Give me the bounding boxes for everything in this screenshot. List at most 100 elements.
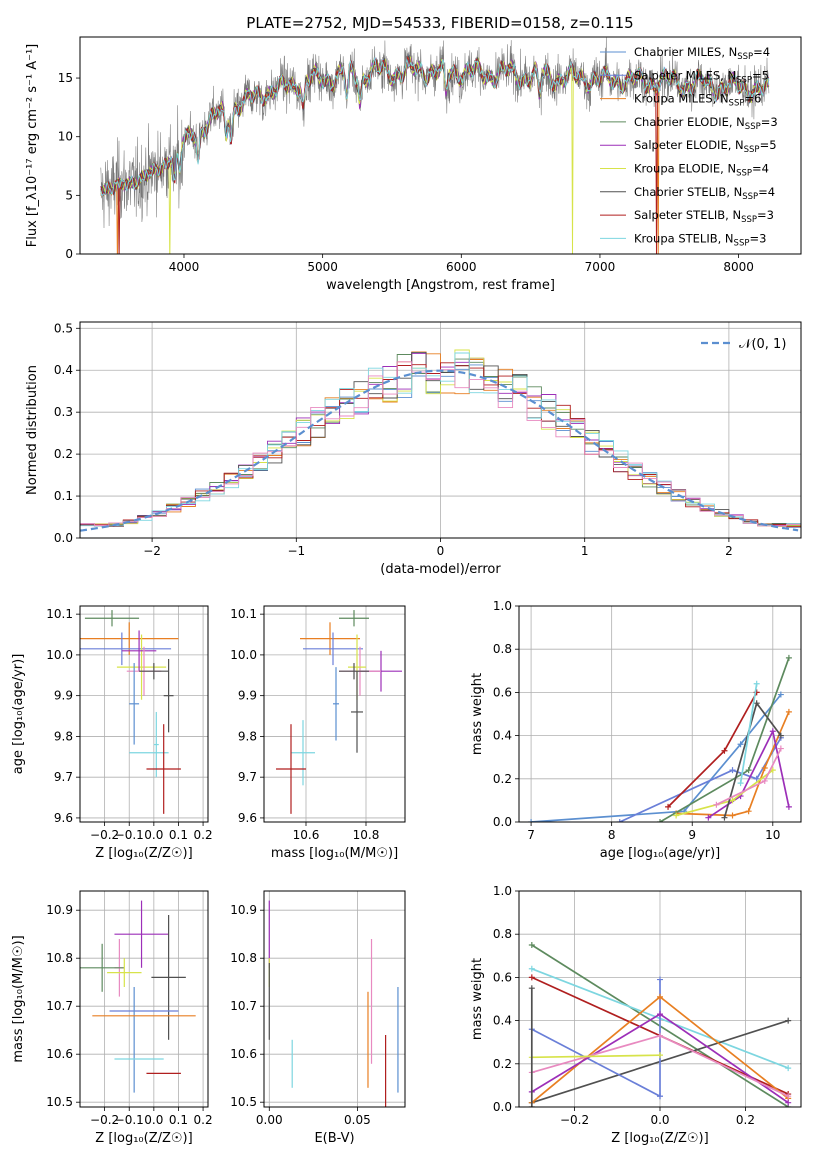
y-tick-label: 0.3 bbox=[54, 405, 73, 419]
y-tick-label: 0.0 bbox=[54, 531, 73, 545]
mass-weight-marker bbox=[657, 976, 663, 983]
mass-weight-marker bbox=[528, 942, 535, 948]
y-tick-label: 5 bbox=[65, 188, 73, 202]
x-tick-label: 0 bbox=[437, 544, 445, 558]
mass-weight-marker bbox=[528, 1104, 535, 1107]
mass-weight-marker bbox=[528, 965, 535, 972]
y-tick-label: 9.9 bbox=[54, 689, 73, 703]
grid-lines bbox=[80, 891, 208, 1107]
x-axis-label: mass [log₁₀(M/M☉)] bbox=[271, 846, 398, 861]
spectrum-panel: 4000 5000 6000 7000 8000 0 5 10 15 wavelength [An… bbox=[25, 36, 802, 293]
plot-area bbox=[100, 37, 770, 254]
y-tick-label: 0.2 bbox=[54, 447, 73, 461]
y-tick-label: 10.6 bbox=[230, 1047, 257, 1061]
normal-curve-line bbox=[80, 369, 799, 532]
x-tick-label: 7 bbox=[527, 828, 535, 842]
x-tick-label: 0.00 bbox=[256, 1113, 283, 1127]
data-point bbox=[80, 622, 179, 655]
mass-weight-marker bbox=[745, 808, 752, 815]
y-tick-label: 0.0 bbox=[493, 815, 512, 829]
mass-weight-marker bbox=[737, 741, 744, 748]
mass-weight-marker bbox=[737, 780, 744, 787]
mass-weight-marker bbox=[769, 728, 776, 735]
mass-weight-marker bbox=[616, 819, 623, 822]
x-tick-label: 9 bbox=[688, 828, 696, 842]
y-tick-label: 10.0 bbox=[46, 648, 73, 662]
x-axis-label: E(B-V) bbox=[314, 1131, 354, 1146]
residual-histogram bbox=[80, 362, 801, 528]
x-axis-label: Z [log₁₀(Z/Z☉)] bbox=[95, 846, 192, 861]
mass-weight-marker bbox=[673, 812, 680, 819]
mass-weight-marker bbox=[729, 812, 736, 819]
mass-weight-marker bbox=[753, 775, 760, 782]
y-tick-label: 0.4 bbox=[493, 729, 512, 743]
data-point bbox=[300, 622, 360, 655]
y-tick-label: 10.1 bbox=[230, 607, 257, 621]
data-point bbox=[153, 711, 159, 778]
data-point bbox=[80, 632, 172, 666]
legend-entry-label: Chabrier STELIB, NSSP=4 bbox=[634, 185, 775, 202]
mass-weight-marker bbox=[528, 974, 535, 981]
mass-weight-line bbox=[707, 728, 790, 819]
spectrum-legend: Chabrier MILES, NSSP=4 Salpeter MILES, NS… bbox=[600, 45, 778, 248]
axes-frame bbox=[79, 605, 209, 823]
y-tick-label: 9.8 bbox=[54, 729, 73, 743]
y-axis-label: age [log₁₀(age/yr)] bbox=[11, 654, 26, 775]
mass-weight-marker bbox=[665, 803, 672, 810]
y-tick-label: 10.9 bbox=[230, 903, 257, 917]
plot-area bbox=[80, 900, 196, 1093]
y-tick-label: 0.8 bbox=[493, 642, 512, 656]
axes-frame bbox=[79, 321, 802, 539]
x-tick-label: 2 bbox=[725, 544, 733, 558]
y-axis-label: Flux [f_λ10⁻¹⁷ erg cm⁻² s⁻¹ A⁻¹] bbox=[25, 44, 40, 248]
y-tick-label: 9.6 bbox=[238, 811, 257, 825]
y-tick-label: 0.4 bbox=[493, 1014, 512, 1028]
data-point bbox=[303, 632, 363, 666]
plot-area bbox=[80, 349, 801, 532]
data-point bbox=[351, 671, 363, 753]
mass-weight-marker bbox=[785, 708, 792, 715]
x-tick-label: 10.8 bbox=[353, 828, 380, 842]
mass-weight-marker bbox=[753, 700, 760, 707]
x-axis-label: Z [log₁₀(Z/Z☉)] bbox=[611, 1131, 708, 1146]
mass-weight-line bbox=[531, 694, 782, 822]
grid-lines bbox=[519, 605, 801, 823]
y-tick-label: 0.0 bbox=[493, 1100, 512, 1114]
mass-weight-marker bbox=[761, 765, 768, 771]
y-tick-label: 0.6 bbox=[493, 970, 512, 984]
x-tick-label: 5000 bbox=[307, 260, 338, 274]
y-tick-label: 9.9 bbox=[238, 689, 257, 703]
y-tick-label: 10.9 bbox=[46, 903, 73, 917]
x-tick-label: −1 bbox=[287, 544, 305, 558]
y-axis-label: Normed distribution bbox=[25, 365, 40, 495]
data-point bbox=[114, 900, 169, 968]
x-tick-label: 7000 bbox=[585, 260, 616, 274]
x-tick-label: 0.05 bbox=[344, 1113, 371, 1127]
y-tick-label: 10.7 bbox=[46, 999, 73, 1013]
y-axis-label: mass weight bbox=[470, 673, 485, 755]
axes-frame bbox=[79, 890, 209, 1108]
plot-area bbox=[528, 942, 792, 1107]
y-tick-label: 0.4 bbox=[54, 363, 73, 377]
plot-area bbox=[276, 610, 402, 814]
data-point bbox=[276, 724, 306, 814]
data-point bbox=[339, 663, 369, 680]
y-tick-label: 0 bbox=[65, 247, 73, 261]
x-axis-label: age [log₁₀(age/yr)] bbox=[600, 846, 721, 861]
x-tick-label: −0.1 bbox=[115, 1113, 144, 1127]
y-tick-label: 0.1 bbox=[54, 489, 73, 503]
x-tick-label: 0.2 bbox=[736, 1113, 755, 1127]
y-tick-label: 0.6 bbox=[493, 685, 512, 699]
x-tick-label: 4000 bbox=[169, 260, 200, 274]
y-tick-label: 10.8 bbox=[230, 951, 257, 965]
y-tick-label: 10.0 bbox=[230, 648, 257, 662]
mass-weight-marker bbox=[657, 819, 663, 822]
mass-weight-marker bbox=[729, 797, 736, 804]
y-tick-label: 0.5 bbox=[54, 321, 73, 335]
mass-weight-vs-metallicity-panel: −0.2 0.0 0.2 0.0 0.2 0.4 0.6 0.8 1.0 Z [log₁₀(Z/Z… bbox=[470, 884, 802, 1146]
mass-weight-marker bbox=[777, 691, 784, 698]
mass-weight-marker bbox=[785, 654, 792, 661]
mass-weight-marker bbox=[785, 1017, 792, 1024]
mass-weight-marker bbox=[753, 680, 760, 687]
